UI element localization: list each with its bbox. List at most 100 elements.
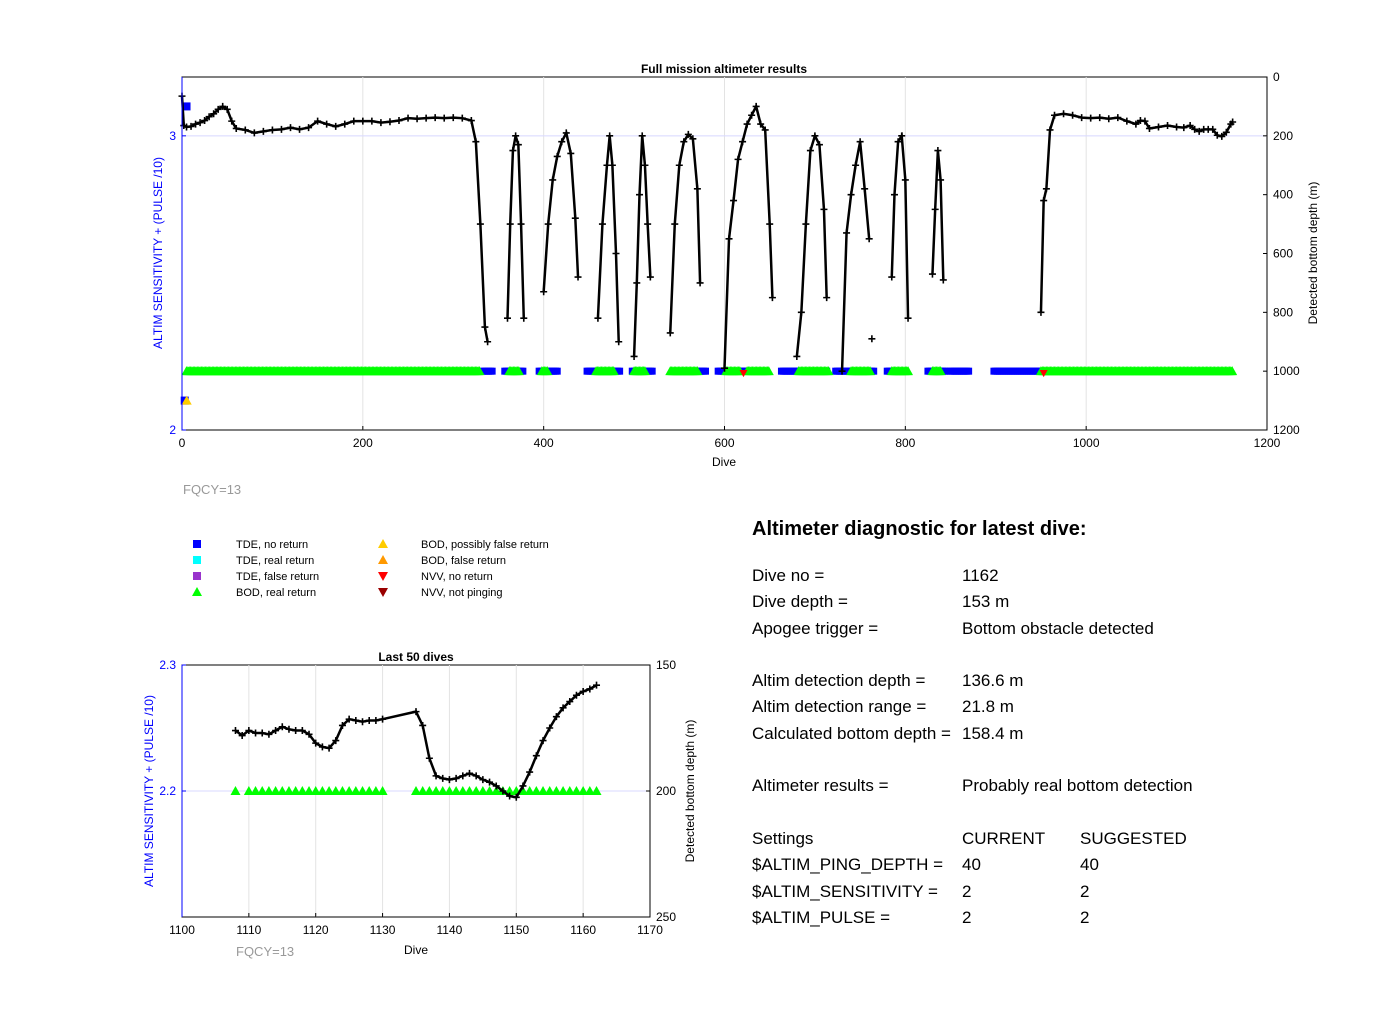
bod-real-return-marker [230,786,241,795]
depth-point [512,793,520,801]
depth-point [312,739,320,747]
depth-point [586,685,594,693]
x-tick-label: 800 [895,436,915,450]
legend-label: TDE, real return [236,555,314,567]
diagnostic-rows: Dive no = 1162 Dive depth = 153 m Apogee tri… [752,563,1312,931]
depth-point [1037,308,1045,316]
bod-real-return-marker [290,786,301,795]
tde-no-return-marker [942,367,950,375]
depth-point [187,122,195,130]
depth-point [1060,110,1068,118]
top-depth-series [178,92,1237,375]
legend-label: TDE, no return [236,539,308,551]
bod-real-return-marker [451,786,462,795]
depth-point [296,125,304,133]
depth-point [472,772,480,780]
diagnostic-value: 2 [962,881,972,901]
tde-no-return-marker [488,367,496,375]
y2-tick-label: 600 [1273,247,1293,261]
bod-real-return-marker [377,786,388,795]
x-tick-label: 1160 [570,923,596,937]
diagnostic-title: Altimeter diagnostic for latest dive: [752,518,1087,540]
y2-tick-label: 200 [1273,129,1293,143]
top-fqcy-annotation: FQCY=13 [183,482,241,497]
depth-point [506,220,514,228]
diagnostic-spacer [752,800,1312,826]
bod-real-return-marker [591,786,602,795]
depth-point [277,125,285,133]
depth-point [476,220,484,228]
depth-point [440,114,448,122]
depth-point [350,117,358,125]
depth-point [1046,126,1054,134]
depth-point [1173,123,1181,131]
bod-real-return-marker [763,366,774,376]
legend-label: NVV, not pinging [421,587,503,599]
bod-real-return-marker [823,366,834,376]
depth-point [517,220,525,228]
depth-point [305,730,313,738]
depth-point [341,120,349,128]
bod-real-return-marker [364,786,375,795]
depth-point [928,270,936,278]
depth-point [757,120,765,128]
diagnostic-suggested-value: 2 [1080,907,1090,927]
depth-point [574,273,582,281]
diagnostic-spacer [752,747,1312,773]
depth-point [904,314,912,322]
bod-real-return-marker [491,786,502,795]
diagnostic-value: 136.6 m [962,671,1024,691]
depth-point [806,147,814,155]
bod-real-return-marker [477,786,488,795]
diagnostic-key: Settings [752,828,814,848]
depth-point [567,149,575,157]
depth-point [345,715,353,723]
depth-point [287,124,294,132]
depth-point [368,117,376,125]
diagnostic-suggested-value: 2 [1080,881,1090,901]
depth-point [937,176,945,184]
depth-point [439,774,447,782]
x-tick-label: 1120 [303,923,329,937]
bod-real-return-marker [424,786,435,795]
depth-point [1078,114,1086,122]
bod-real-return-marker [330,786,341,795]
depth-point [594,314,602,322]
bod-real-return-marker [370,786,381,795]
depth-point [422,114,430,122]
depth-point [641,161,649,169]
y2-tick-label: 150 [656,658,676,672]
depth-point [1155,123,1162,131]
depth-point [314,117,322,125]
depth-point [1114,114,1122,122]
bottom-chart-title: Last 50 dives [378,650,454,664]
bod-real-return-marker [513,366,524,376]
bod-real-return-marker [263,786,274,795]
depth-point [811,132,819,140]
depth-point [1040,197,1048,205]
bod-real-return-marker [544,786,555,795]
x-tick-label: 1170 [637,923,663,937]
depth-point [843,229,851,237]
tde-no-return-marker [702,367,710,375]
diagnostic-value: Probably real bottom detection [962,776,1193,796]
depth-point [484,338,492,346]
diagnostic-row: Calculated bottom depth = 158.4 m [752,721,1312,747]
legend-label: TDE, false return [236,571,319,583]
depth-point [372,716,380,724]
depth-point [593,681,601,689]
diagnostic-key: Apogee trigger = [752,618,879,638]
depth-point [1096,114,1104,122]
depth-point [232,124,240,132]
depth-point [241,126,249,134]
depth-point [404,114,412,122]
y2-tick-label: 1000 [1273,364,1300,378]
diagnostic-key: Altim detection depth = [752,671,926,691]
bod-real-return-marker [337,786,348,795]
depth-point [1191,125,1199,133]
depth-point [258,729,266,737]
depth-point [323,120,331,128]
depth-point [250,129,258,137]
bod-real-return-marker [344,786,355,795]
depth-point [268,126,276,134]
